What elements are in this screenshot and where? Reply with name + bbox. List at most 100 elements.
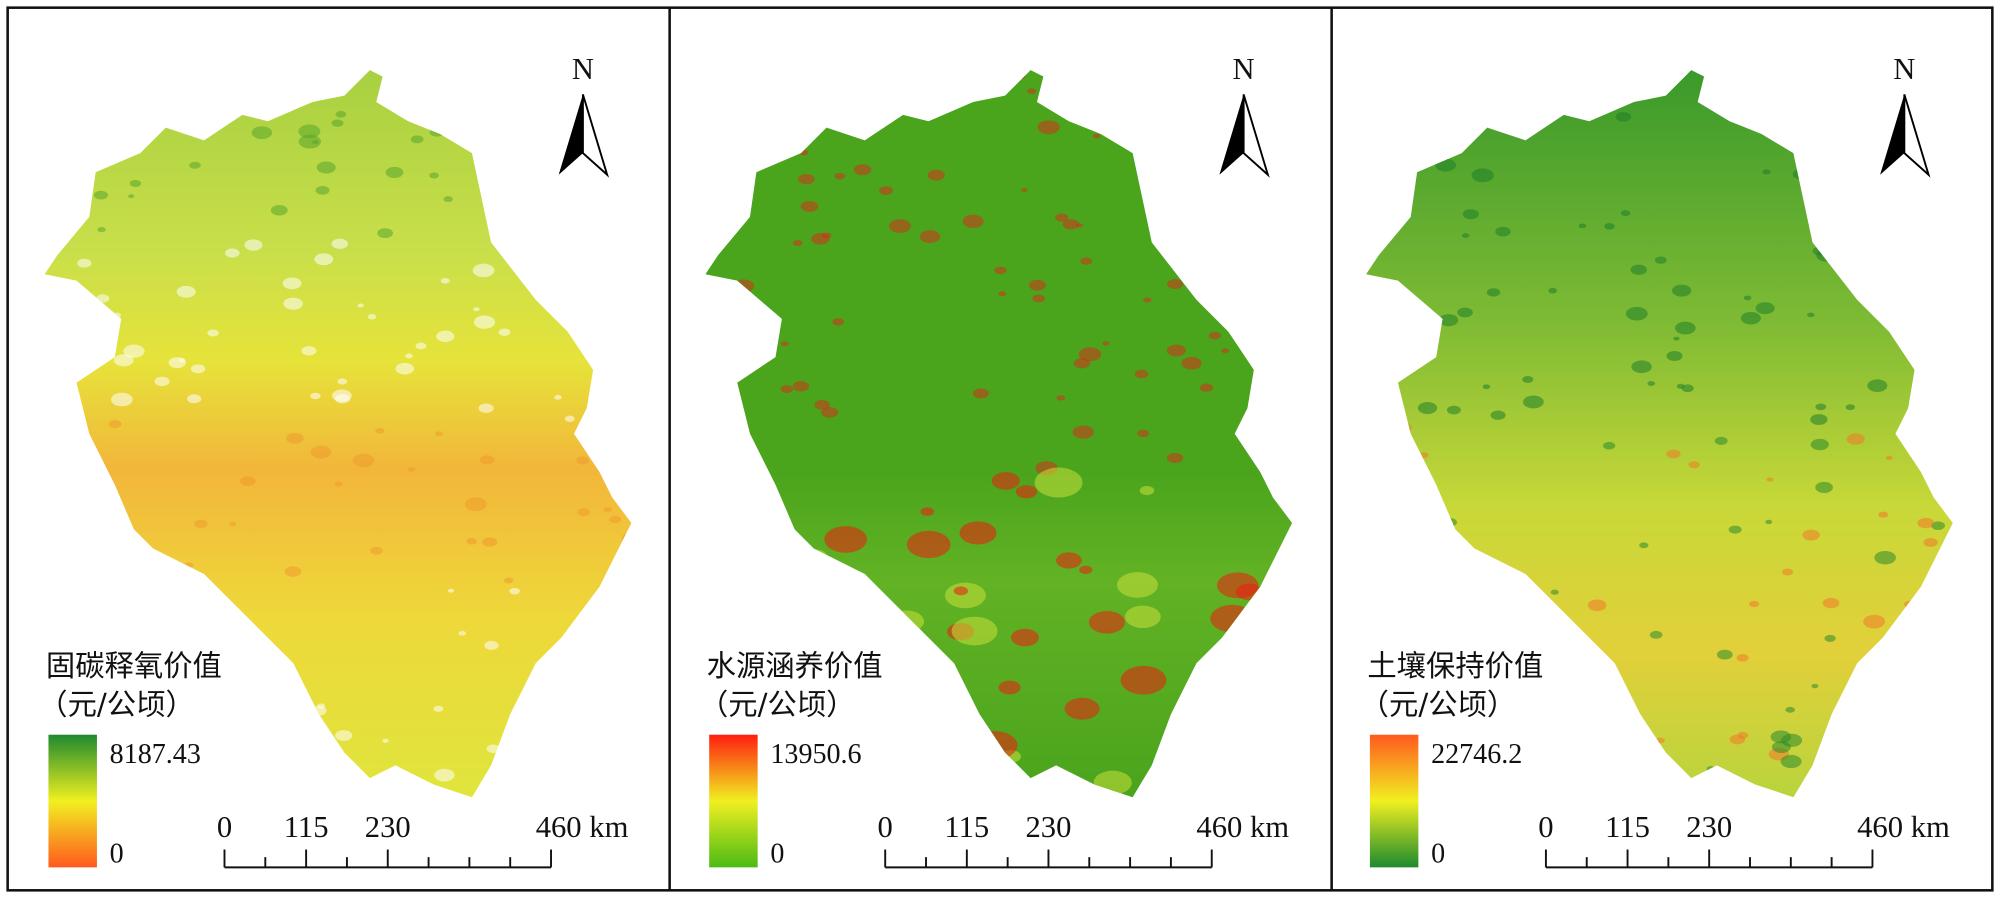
texture-spot [335,111,347,118]
texture-spot [1208,331,1221,340]
texture-spot [190,364,206,374]
texture-spot [741,554,769,572]
texture-spot [1495,583,1504,589]
texture-spot [1271,187,1280,193]
texture-spot [1740,311,1761,325]
texture-spot [111,392,133,407]
texture-spot [128,194,135,199]
texture-spot [484,640,499,650]
legend-unit: （元/公顷） [38,687,195,721]
scale-label: 115 [944,810,989,844]
texture-spot [800,200,819,212]
texture-spot [1770,730,1792,744]
texture-spot [1279,740,1293,757]
texture-spot [889,219,911,233]
texture-spot [1885,455,1893,461]
texture-spot [113,354,134,367]
scale-label: 460 km [1857,810,1950,844]
texture-spot [315,186,330,195]
north-arrow [1880,94,1905,175]
texture-spot [1462,209,1479,220]
texture-spot [1216,572,1259,599]
texture-spot [1102,341,1110,346]
texture-spot [814,400,830,410]
texture-spot [573,266,581,271]
texture-spot [224,248,240,258]
texture-spot [1917,517,1935,529]
texture-spot [1092,133,1101,139]
texture-spot [113,724,131,736]
texture-spot [178,358,186,363]
texture-spot [1578,223,1587,229]
texture-spot [799,149,809,156]
texture-spot [407,467,415,472]
texture-spot [1164,121,1180,132]
texture-spot [447,588,455,593]
texture-spot [1194,757,1223,776]
texture-spot [1666,449,1681,459]
texture-spot [240,476,256,486]
texture-spot [554,394,562,400]
texture-spot [244,239,263,251]
texture-spot [1765,85,1786,98]
texture-spot [440,277,450,284]
texture-spot [1866,748,1880,758]
texture-spot [176,285,196,298]
texture-spot [395,362,415,375]
texture-spot [1261,468,1271,475]
texture-spot [715,621,761,650]
legend-max: 22746.2 [1431,739,1522,770]
texture-spot [1743,295,1752,301]
texture-spot [1863,614,1886,629]
scale-label: 460 km [536,810,629,844]
north-label: N [572,52,594,86]
texture-spot [709,286,722,294]
texture-spot [1523,112,1540,123]
texture-spot [91,87,107,97]
texture-spot [1749,600,1760,608]
texture-spot [282,277,302,290]
texture-spot [727,499,777,530]
texture-spot [288,721,304,732]
texture-spot [711,218,718,223]
texture-spot [599,656,613,665]
texture-spot [1639,542,1649,549]
texture-spot [367,314,377,320]
texture-spot [610,448,618,453]
texture-spot [758,96,768,103]
texture-spot [1274,431,1281,437]
texture-spot [1737,731,1749,739]
map-panel: N 固碳释氧价值 （元/公顷） 8187.43 0 0 115 230 460 km [38,52,632,869]
texture-spot [1857,107,1867,113]
texture-spot [1780,754,1802,769]
texture-spot [1672,284,1692,297]
texture-spot [811,233,830,245]
texture-spot [433,705,444,712]
texture-spot [1878,511,1889,518]
texture-spot [505,736,521,747]
texture-spot [1927,261,1950,275]
texture-spot [567,323,578,331]
texture-spot [1836,785,1853,796]
texture-spot [564,415,575,422]
legend-min: 0 [1431,838,1445,869]
texture-spot [1911,89,1927,99]
texture-spot [838,109,853,119]
texture-spot [47,333,63,344]
texture-spot [1010,628,1039,647]
texture-spot [1604,223,1615,230]
texture-spot [1413,596,1424,603]
texture-spot [301,346,317,356]
scale-label: 460 km [1196,810,1289,844]
texture-spot [1179,145,1191,153]
texture-spot [906,530,951,559]
texture-spot [712,96,722,103]
texture-spot [1807,312,1815,318]
texture-spot [479,455,495,465]
texture-spot [1443,517,1457,527]
texture-spot [627,552,632,559]
texture-spot [1649,630,1663,639]
texture-spot [199,627,220,641]
texture-spot [1647,381,1656,386]
